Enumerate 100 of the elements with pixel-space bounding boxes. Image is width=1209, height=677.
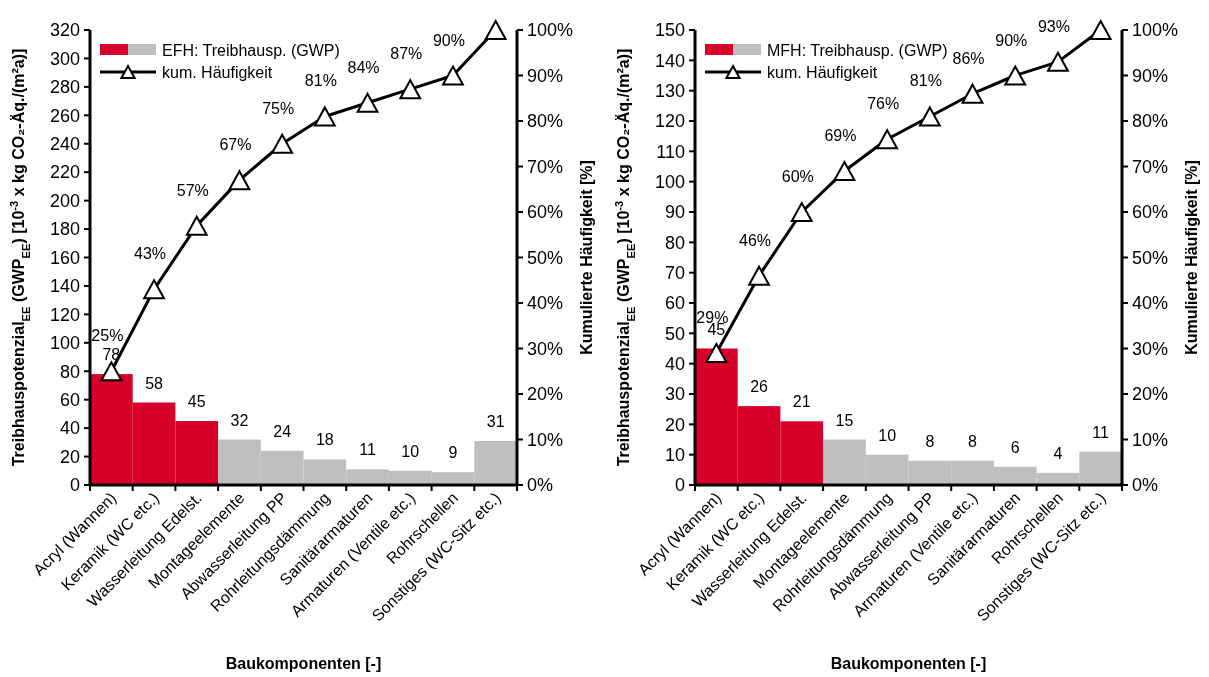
y2-tick-label: 10% [527,429,564,450]
y-tick-label: 180 [49,219,80,240]
point [1089,20,1112,40]
legend-label: kum. Häufigkeit [767,63,878,81]
y2-tick-label: 20% [527,384,564,405]
y2-tick-label: 90% [1132,65,1169,86]
point [185,215,208,236]
y2-tick-label: 60% [1132,202,1169,223]
y-tick-label: 160 [49,247,80,268]
data-label: 21 [792,393,811,411]
y2-tick-label: 50% [1132,247,1169,268]
y-tick-label: 50 [664,323,685,344]
y2-tick-label: 30% [527,338,564,359]
y-tick-label: 40 [59,418,80,439]
y2-tick-label: 70% [527,156,564,177]
point [705,343,728,364]
x-axis-title: Baukomponenten [-] [830,655,987,672]
point [442,65,464,86]
data-label: 26 [750,378,769,396]
x-axis-title: Baukomponenten [-] [225,655,382,672]
data-label: 11 [1092,423,1110,441]
y-tick-label: 280 [49,77,80,98]
point [961,83,984,104]
y-tick-label: 40 [664,353,685,374]
data-label: 4 [1053,444,1063,462]
point [484,20,507,40]
y-tick-label: 0 [674,475,685,496]
data-label: 90% [432,31,465,49]
y-tick-label: 300 [49,48,80,69]
y2-tick-label: 0% [527,475,554,496]
data-label: 69% [824,127,857,145]
data-label: 86% [952,49,985,67]
point [833,161,856,182]
y-tick-label: 60 [59,389,80,410]
y-tick-label: 130 [654,80,685,101]
y2-tick-label: 50% [527,247,564,268]
y-tick-label: 10 [664,444,685,465]
point [876,129,899,150]
data-label: 46% [739,231,772,249]
data-label: 8 [968,432,978,450]
y-tick-label: 100 [49,333,80,354]
y2-tick-label: 0% [1132,475,1159,496]
data-label: 25% [91,327,124,345]
y-tick-label: 220 [49,162,80,183]
y-tick-label: 90 [664,202,685,223]
point [1047,51,1069,72]
y-tick-label: 120 [654,111,685,132]
y-tick-label: 20 [59,446,80,467]
y2-tick-label: 40% [1132,293,1169,314]
point [748,265,770,286]
data-label: 93% [1037,17,1070,35]
y2-axis-title: Kumulierte Häufigkeit [%] [1183,160,1200,355]
y-tick-label: 140 [654,50,685,71]
y2-tick-label: 10% [1132,429,1169,450]
data-label: 32 [230,411,249,429]
legend-label: EFH: Treibhausp. (GWP) [162,41,340,59]
data-label: 67% [219,136,252,154]
y-tick-label: 150 [654,20,685,41]
y2-tick-label: 30% [1132,338,1169,359]
y2-tick-label: 60% [527,202,564,223]
data-label: 84% [347,58,380,76]
y-tick-label: 20 [664,414,685,435]
y-tick-label: 240 [49,134,80,155]
data-label: 11 [359,441,376,459]
y2-axis-title: Kumulierte Häufigkeit [%] [578,160,595,355]
data-label: 45 [187,393,206,411]
data-label: 31 [486,412,505,430]
data-label: 76% [867,95,900,113]
point [356,92,379,113]
point [313,106,336,127]
point [228,170,251,191]
y2-tick-label: 90% [527,65,564,86]
y-tick-label: 140 [49,276,80,297]
data-label: 81% [909,72,942,90]
y-tick-label: 30 [664,384,685,405]
y2-tick-label: 40% [527,293,564,314]
data-label: 10 [878,426,897,444]
y2-tick-label: 100% [1132,20,1179,41]
y-tick-label: 110 [656,141,685,162]
y-tick-label: 70 [664,262,685,283]
y-tick-label: 320 [49,20,80,41]
data-label: 6 [1010,438,1020,456]
legend-label: kum. Häufigkeit [162,63,273,81]
data-label: 18 [315,431,334,449]
y-tick-label: 260 [49,105,80,126]
data-label: 58 [145,374,164,392]
data-label: 75% [262,99,295,117]
legend-label: MFH: Treibhausp. (GWP) [767,41,948,59]
point [918,106,941,127]
y-tick-label: 60 [664,293,685,314]
y-tick-label: 80 [664,232,685,253]
y2-tick-label: 100% [527,20,574,41]
data-label: 43% [134,245,167,263]
y2-tick-label: 80% [527,111,564,132]
y-tick-label: 80 [59,361,80,382]
data-label: 10 [401,442,420,460]
data-label: 9 [448,444,458,462]
point [790,202,813,222]
point [399,79,422,100]
point [1004,65,1027,86]
